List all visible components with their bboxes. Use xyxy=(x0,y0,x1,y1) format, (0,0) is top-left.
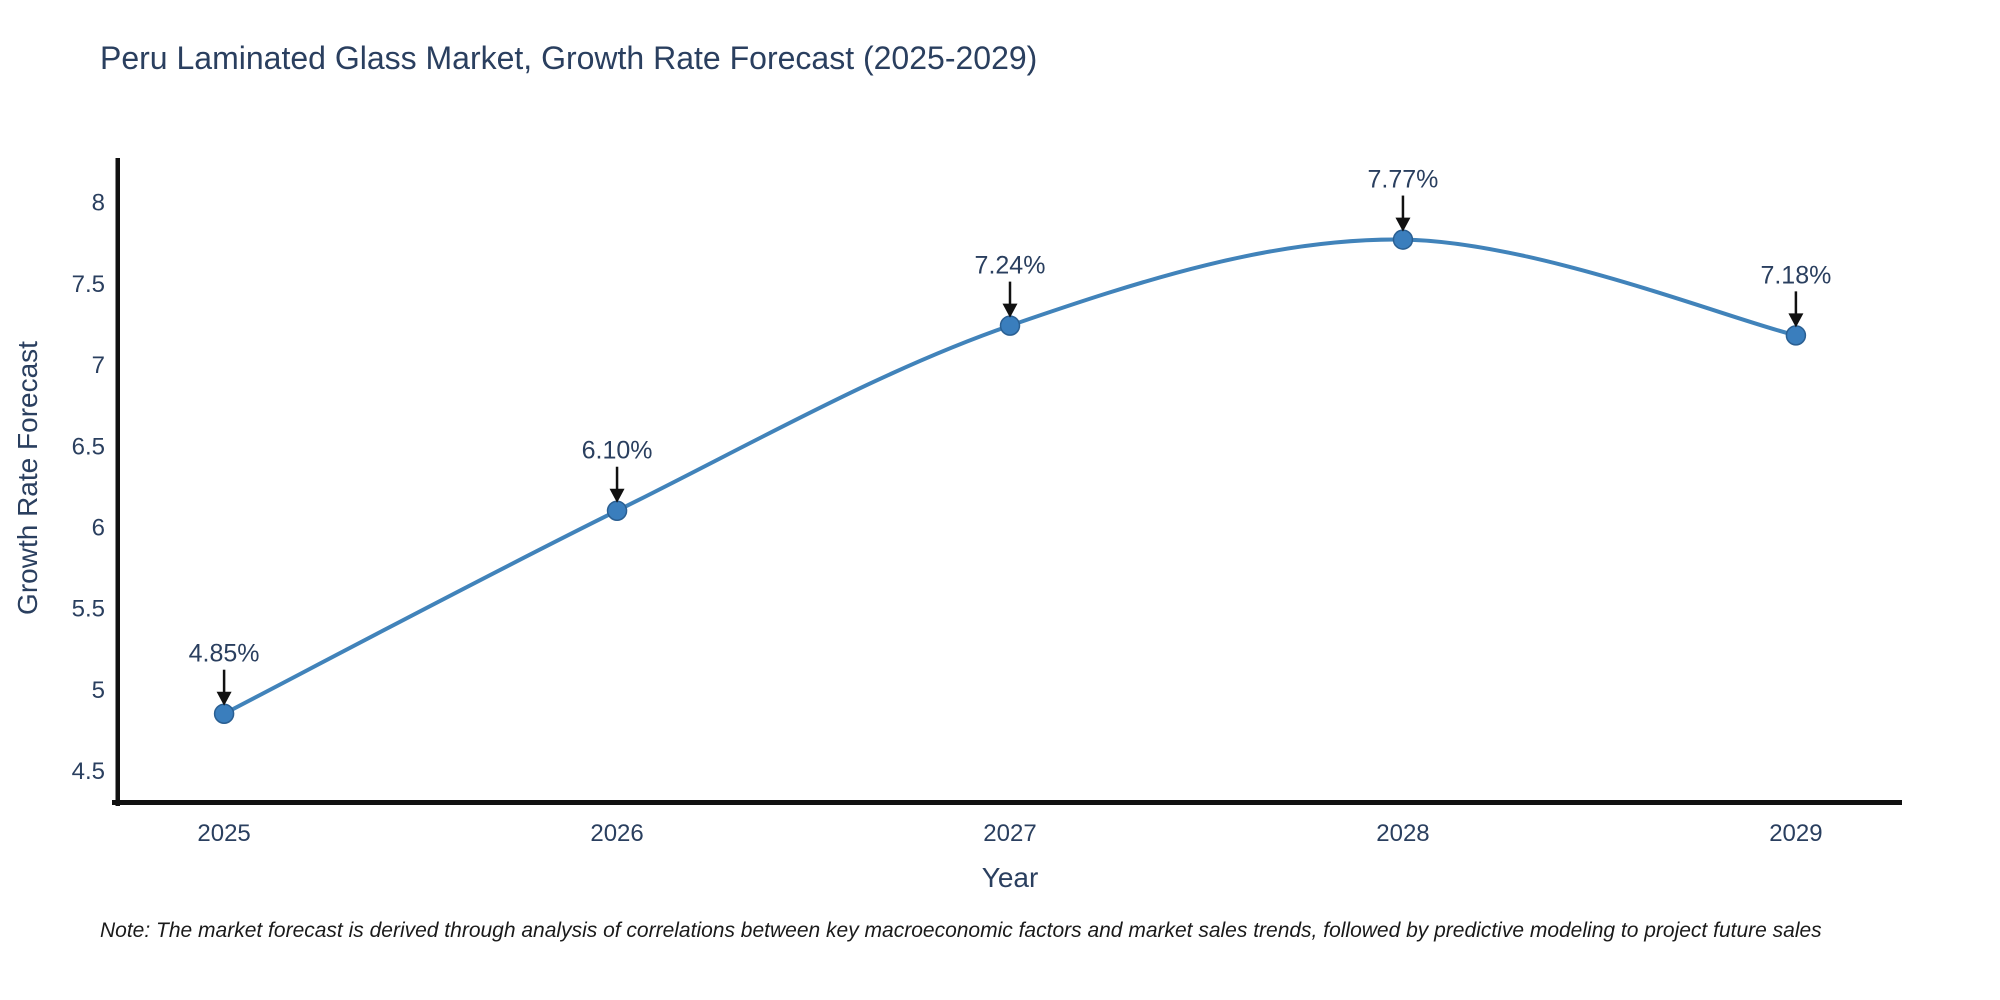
y-tick-label: 5 xyxy=(92,677,105,704)
annotation-arrow-head xyxy=(609,488,625,503)
x-axis-title: Year xyxy=(981,862,1039,893)
data-point-marker xyxy=(213,703,235,724)
y-tick-label: 8 xyxy=(92,190,105,217)
y-tick-label: 5.5 xyxy=(72,596,105,623)
x-axis-line xyxy=(112,800,1902,805)
chart-footnote: Note: The market forecast is derived thr… xyxy=(100,919,1822,942)
data-point-marker xyxy=(606,500,628,521)
point-annotation-label: 6.10% xyxy=(582,437,653,465)
y-tick-label: 6.5 xyxy=(72,433,105,460)
point-annotation-label: 7.18% xyxy=(1760,261,1831,289)
y-tick-label: 6 xyxy=(92,514,105,541)
annotation-arrow-head xyxy=(1788,313,1804,328)
point-annotation-label: 7.24% xyxy=(975,252,1046,280)
annotation-arrow-head xyxy=(216,691,232,706)
x-tick-label: 2028 xyxy=(1376,820,1429,847)
y-tick-label: 7 xyxy=(92,352,105,379)
annotation-arrow-head xyxy=(1002,303,1018,318)
chart-title: Peru Laminated Glass Market, Growth Rate… xyxy=(100,40,1038,76)
y-axis-line xyxy=(115,158,120,806)
point-annotation-label: 7.77% xyxy=(1368,166,1439,194)
y-tick-label: 7.5 xyxy=(72,271,105,298)
data-point-marker xyxy=(999,315,1021,336)
x-tick-label: 2026 xyxy=(590,820,643,847)
x-tick-label: 2025 xyxy=(197,820,250,847)
x-tick-label: 2029 xyxy=(1769,820,1822,847)
annotation-arrow-head xyxy=(1395,217,1411,232)
data-point-marker xyxy=(1392,229,1414,250)
y-tick-label: 4.5 xyxy=(72,758,105,785)
x-tick-label: 2027 xyxy=(983,820,1036,847)
point-annotation-label: 4.85% xyxy=(189,640,260,668)
data-point-marker xyxy=(1785,325,1807,346)
